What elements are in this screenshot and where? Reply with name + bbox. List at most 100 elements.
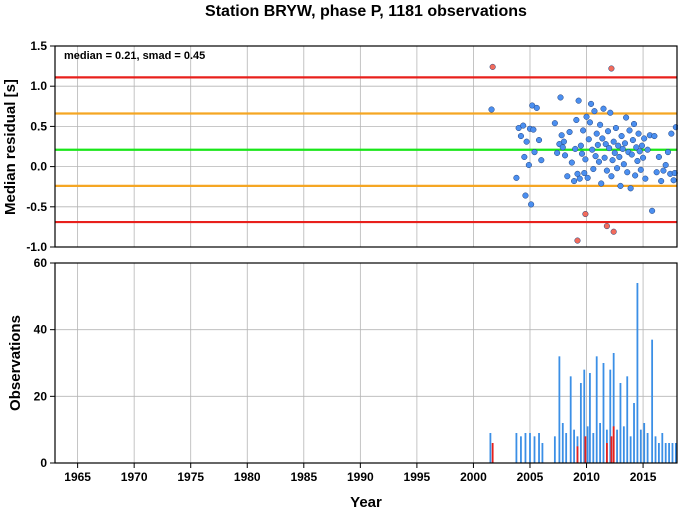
residual-point	[629, 137, 636, 144]
observation-bar	[658, 443, 660, 463]
x-tick-label: 2010	[573, 470, 600, 484]
residual-point	[635, 130, 642, 137]
residual-y-axis-label: Median residual [s]	[2, 79, 19, 215]
residual-point	[561, 152, 569, 159]
residual-y-tick-label: -1.0	[26, 240, 47, 254]
residual-point	[591, 108, 598, 115]
observation-bar	[520, 436, 522, 463]
observation-bar	[639, 429, 642, 463]
residual-point	[614, 165, 621, 172]
residual-point	[658, 178, 665, 185]
residual-point	[642, 175, 649, 182]
residual-point	[608, 173, 615, 180]
residual-point	[655, 153, 662, 161]
observation-bar	[674, 443, 677, 463]
residual-point	[670, 177, 677, 184]
residual-point	[598, 180, 605, 187]
residual-point	[559, 144, 566, 151]
residual-point	[589, 146, 596, 153]
x-tick-label: 1975	[177, 470, 204, 484]
residual-point	[604, 128, 612, 135]
residual-point	[610, 228, 617, 235]
observation-bar	[610, 436, 613, 463]
residual-y-tick-label: -0.5	[26, 200, 47, 214]
residual-point	[662, 161, 669, 169]
residual-point	[488, 106, 495, 113]
observation-bar	[576, 446, 579, 463]
observation-bar	[561, 423, 564, 463]
residual-point	[627, 185, 634, 192]
observation-bar	[654, 436, 657, 463]
observation-bar	[489, 433, 492, 463]
observation-bar	[569, 376, 572, 463]
residual-point	[531, 149, 538, 156]
residual-point	[574, 237, 581, 244]
observations-y-tick-label: 0	[40, 456, 47, 470]
observation-bar	[605, 443, 608, 463]
observations-y-tick-label: 20	[34, 389, 48, 403]
residual-point	[586, 119, 593, 126]
observation-bar	[515, 433, 518, 463]
residual-point	[578, 150, 586, 157]
residual-point	[517, 132, 524, 140]
x-tick-label: 1965	[64, 470, 91, 484]
residual-point	[616, 153, 623, 161]
residual-point	[551, 120, 558, 127]
residual-y-tick-label: 1.0	[30, 79, 47, 93]
residual-point	[641, 135, 648, 142]
residual-point	[660, 167, 667, 174]
residual-point	[608, 65, 615, 72]
residual-point	[588, 100, 595, 107]
residual-point	[610, 138, 617, 145]
x-tick-label: 2005	[517, 470, 544, 484]
observation-bar	[664, 443, 667, 463]
observation-bar	[602, 363, 605, 463]
residual-point	[538, 157, 545, 164]
residual-point	[557, 94, 564, 101]
observation-bar	[541, 443, 544, 463]
residual-point	[619, 145, 626, 152]
observation-bar	[589, 373, 591, 463]
residual-point	[590, 165, 597, 173]
observation-bar	[558, 356, 561, 463]
observation-bar	[524, 433, 527, 463]
residual-point	[637, 166, 644, 173]
residual-point	[609, 157, 616, 164]
residual-plot-area	[55, 46, 677, 247]
residual-point	[582, 210, 589, 218]
observation-bar	[609, 369, 612, 463]
residual-point	[571, 178, 578, 185]
observation-bar	[671, 443, 674, 463]
residual-point	[528, 201, 535, 208]
residual-point	[649, 207, 656, 214]
residual-point	[535, 137, 543, 144]
observation-bar	[622, 426, 625, 463]
stats-annotation: median = 0.21, smad = 0.45	[64, 50, 205, 62]
observation-bar	[592, 433, 595, 463]
observation-bar	[626, 376, 629, 463]
residual-point	[582, 156, 589, 163]
residual-point	[664, 149, 672, 156]
observation-bar	[629, 436, 632, 463]
residual-point	[600, 105, 607, 112]
residual-point	[525, 161, 532, 169]
residual-point	[638, 142, 645, 149]
observation-bar	[616, 429, 618, 463]
residual-point	[624, 169, 631, 176]
residual-point	[634, 157, 641, 165]
residual-point	[620, 161, 627, 168]
residual-point	[573, 116, 580, 124]
x-tick-label: 2015	[630, 470, 657, 484]
observation-bar	[612, 353, 615, 463]
x-tick-label: 1990	[347, 470, 374, 484]
residual-point	[599, 135, 606, 142]
residual-point	[521, 153, 528, 161]
residual-point	[603, 223, 610, 230]
residual-point	[522, 192, 529, 199]
residual-point	[632, 172, 639, 179]
residual-point	[568, 159, 575, 166]
residual-point	[583, 113, 590, 120]
residual-point	[626, 127, 633, 134]
residual-point	[640, 154, 647, 161]
residual-point	[618, 132, 625, 140]
